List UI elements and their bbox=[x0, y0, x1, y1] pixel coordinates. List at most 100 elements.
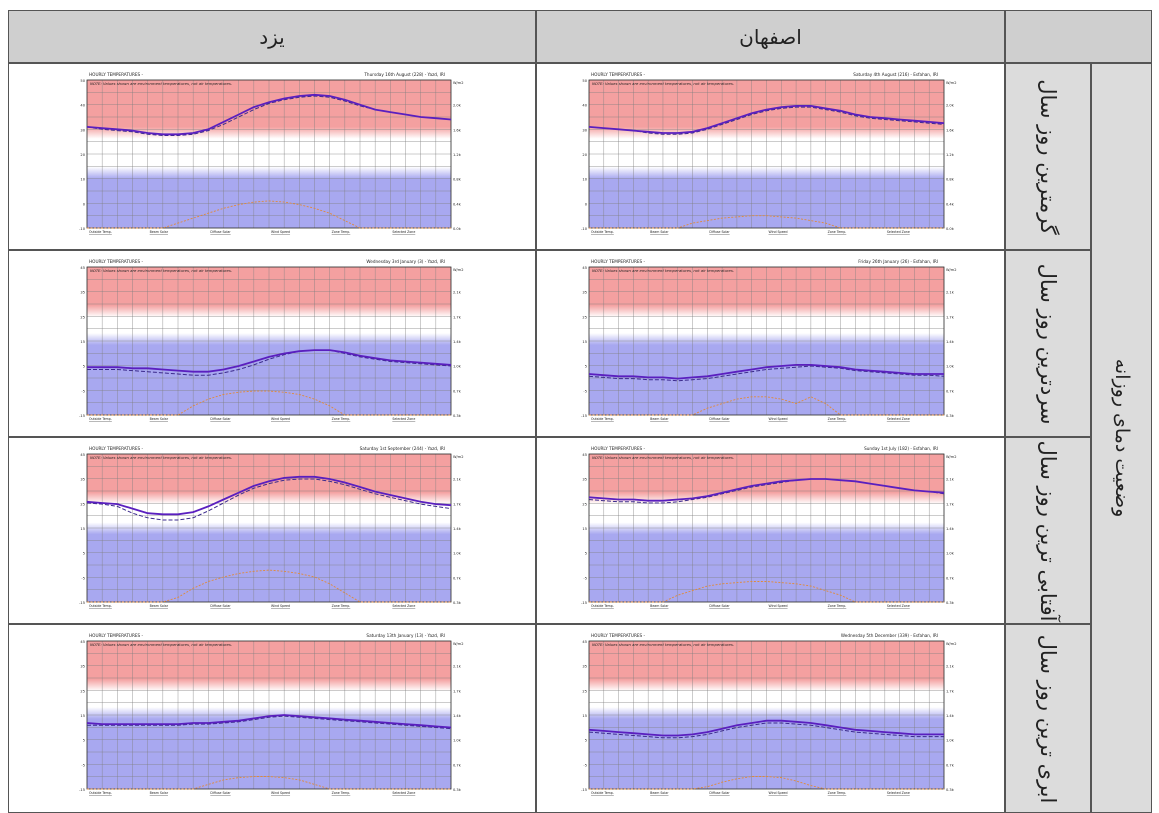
side-label-text: وضعیت دمای روزانه bbox=[1110, 358, 1133, 518]
chart-title: HOURLY TEMPERATURES - bbox=[591, 446, 646, 451]
legend-entry: Zone Temp. bbox=[828, 604, 847, 608]
right-tick-label: 0.3k bbox=[453, 601, 462, 605]
y-tick-label: 30 bbox=[582, 128, 587, 132]
y-tick-label: -5 bbox=[583, 389, 587, 393]
y-tick-label: 15 bbox=[80, 714, 85, 718]
right-tick-label: 0.7k bbox=[453, 389, 462, 393]
right-tick-label: 1.2k bbox=[946, 153, 955, 157]
header-isfahan-label: اصفهان bbox=[739, 24, 802, 49]
chart-cell-isfahan-2: 45 35 25 15 5 -5 -15 W/m2 2.1k 1.7k 1.4k 1.0k 0.7k 0.… bbox=[536, 250, 1005, 437]
y-tick-label: 5 bbox=[83, 365, 85, 369]
chart-note: NOTE: Values shown are environment tempe… bbox=[90, 642, 232, 647]
right-tick-label: 0.3k bbox=[946, 414, 955, 418]
legend-entry: Outside Temp. bbox=[89, 230, 112, 234]
right-tick-label: 0.0k bbox=[946, 227, 955, 231]
outside-temp-series bbox=[86, 475, 452, 516]
legend-entry: Wind Speed bbox=[271, 230, 290, 234]
legend-entry: Diffuse Solar bbox=[210, 791, 231, 795]
right-tick-label: 2.0k bbox=[453, 104, 462, 108]
right-tick-label: 0.3k bbox=[946, 601, 955, 605]
chart-note: NOTE: Values shown are environment tempe… bbox=[592, 455, 734, 460]
right-tick-label: 0.7k bbox=[946, 763, 955, 767]
y-tick-label: 35 bbox=[80, 478, 85, 482]
y-tick-label: 25 bbox=[582, 689, 587, 693]
chart-subtitle: Sunday 1st July (182) - Esfahan, IRI bbox=[864, 446, 938, 451]
legend-entry: Wind Speed bbox=[769, 604, 788, 608]
chart-title: HOURLY TEMPERATURES - bbox=[89, 633, 144, 638]
right-tick-label: 0.0k bbox=[453, 227, 462, 231]
row-label-text: گرمترین روز سال bbox=[1036, 78, 1060, 235]
right-tick-label: W/m2 bbox=[946, 268, 957, 272]
right-tick-label: 0.4k bbox=[453, 202, 462, 206]
y-tick-label: 5 bbox=[83, 552, 85, 556]
chart-title: HOURLY TEMPERATURES - bbox=[591, 72, 646, 77]
legend-entry: Zone Temp. bbox=[332, 604, 351, 608]
temperature-chart: 50 40 30 20 10 0 -10 W/m2 2.0k 1.6k 1.2k 0.8k 0.4k 0.… bbox=[577, 68, 960, 238]
y-tick-label: 35 bbox=[582, 478, 587, 482]
legend-entry: Wind Speed bbox=[271, 791, 290, 795]
legend-entry: Diffuse Solar bbox=[709, 230, 730, 234]
right-tick-label: 1.4k bbox=[453, 527, 462, 531]
right-tick-label: 1.0k bbox=[453, 552, 462, 556]
right-tick-label: 1.2k bbox=[453, 153, 462, 157]
y-tick-label: -15 bbox=[581, 601, 587, 605]
legend-entry: Zone Temp. bbox=[332, 417, 351, 421]
y-tick-label: 10 bbox=[582, 178, 587, 182]
right-tick-label: 2.0k bbox=[946, 104, 955, 108]
y-tick-label: 5 bbox=[83, 739, 85, 743]
plot-frame bbox=[588, 640, 945, 790]
row-label-1: گرمترین روز سال bbox=[1005, 63, 1091, 250]
y-tick-label: -5 bbox=[583, 763, 587, 767]
right-tick-label: W/m2 bbox=[453, 642, 464, 646]
right-tick-label: 0.7k bbox=[946, 389, 955, 393]
right-tick-label: 2.1k bbox=[946, 665, 955, 669]
legend-entry: Diffuse Solar bbox=[210, 604, 231, 608]
right-tick-label: W/m2 bbox=[946, 455, 957, 459]
solar-series bbox=[589, 776, 944, 790]
chart-title: HOURLY TEMPERATURES - bbox=[89, 446, 144, 451]
y-tick-label: -15 bbox=[581, 414, 587, 418]
chart-cell-isfahan-3: 45 35 25 15 5 -5 -15 W/m2 2.1k 1.7k 1.4k 1.0k 0.7k 0.… bbox=[536, 437, 1005, 624]
right-tick-label: W/m2 bbox=[946, 81, 957, 85]
y-tick-label: -10 bbox=[581, 227, 588, 231]
y-tick-label: 45 bbox=[80, 266, 85, 270]
y-tick-label: -10 bbox=[79, 227, 86, 231]
y-tick-label: 25 bbox=[582, 315, 587, 319]
legend-entry: Beam Solar bbox=[150, 417, 169, 421]
right-tick-label: 0.7k bbox=[453, 763, 462, 767]
legend-entry: Zone Temp. bbox=[828, 791, 847, 795]
plot-frame bbox=[588, 79, 945, 229]
y-tick-label: 15 bbox=[80, 527, 85, 531]
y-tick-label: -15 bbox=[581, 788, 587, 792]
right-tick-label: 0.4k bbox=[946, 202, 955, 206]
right-tick-label: 1.4k bbox=[453, 714, 462, 718]
outside-temp-series bbox=[588, 364, 944, 380]
plot-frame bbox=[86, 266, 452, 416]
solar-series bbox=[87, 569, 451, 603]
y-tick-label: 0 bbox=[83, 202, 86, 206]
header-yazd: یزد bbox=[8, 10, 536, 63]
zone-temp-series bbox=[588, 365, 945, 382]
y-tick-label: 5 bbox=[585, 552, 587, 556]
zone-temp-series bbox=[87, 349, 452, 376]
chart-subtitle: Thursday 16th August (228) - Yazd, IRI bbox=[363, 72, 445, 77]
legend-entry: Wind Speed bbox=[769, 230, 788, 234]
y-tick-label: 40 bbox=[80, 104, 85, 108]
y-tick-label: 15 bbox=[582, 340, 587, 344]
y-tick-label: 5 bbox=[585, 365, 587, 369]
chart-note: NOTE: Values shown are environment tempe… bbox=[592, 268, 734, 273]
right-tick-label: W/m2 bbox=[453, 268, 464, 272]
chart-subtitle: Wednesday 5th December (339) - Esfahan, … bbox=[841, 633, 938, 638]
y-tick-label: 5 bbox=[585, 739, 587, 743]
right-tick-label: 1.4k bbox=[946, 340, 955, 344]
right-tick-label: 0.7k bbox=[946, 576, 955, 580]
right-tick-label: 1.0k bbox=[453, 365, 462, 369]
plot-frame bbox=[86, 640, 452, 790]
legend-entry: Beam Solar bbox=[150, 604, 169, 608]
legend-entry: Outside Temp. bbox=[591, 230, 614, 234]
y-tick-label: 20 bbox=[582, 153, 587, 157]
right-tick-label: 2.1k bbox=[453, 478, 462, 482]
y-tick-label: -15 bbox=[79, 601, 85, 605]
outside-temp-series bbox=[86, 93, 452, 136]
solar-series bbox=[87, 390, 451, 416]
